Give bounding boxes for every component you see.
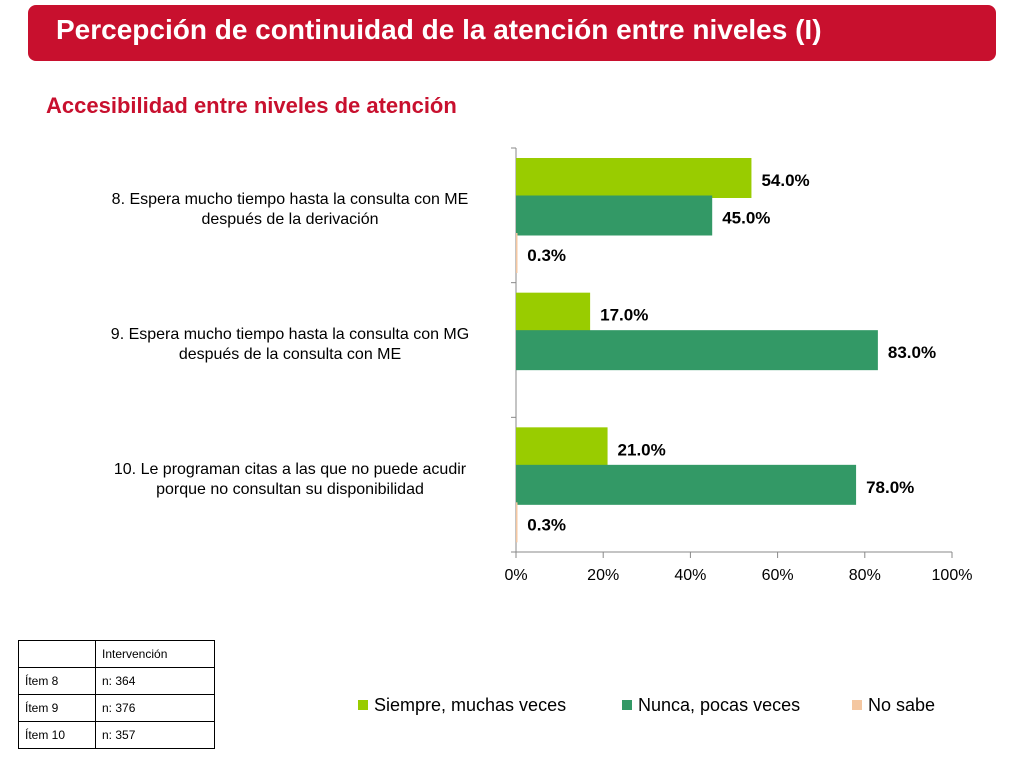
category-label: 10. Le programan citas a las que no pued… <box>80 460 500 500</box>
page-subtitle: Accesibilidad entre niveles de atención <box>46 93 457 118</box>
data-label: 83.0% <box>888 343 936 362</box>
table-cell: Ítem 10 <box>18 721 96 749</box>
legend-item: Nunca, pocas veces <box>622 694 800 716</box>
legend-label: Siempre, muchas veces <box>374 694 567 715</box>
bar <box>516 233 518 273</box>
category-label: 9. Espera mucho tiempo hasta la consulta… <box>80 325 500 365</box>
data-label: 45.0% <box>722 209 770 228</box>
legend-swatch <box>852 700 862 710</box>
sample-size-table: Intervención Ítem 8 n: 364 Ítem 9 n: 376… <box>18 640 215 749</box>
table-cell: n: 357 <box>95 721 215 749</box>
table-cell: Intervención <box>95 640 215 668</box>
category-label-line: 10. Le programan citas a las que no pued… <box>113 460 467 478</box>
legend-swatch <box>622 700 632 710</box>
data-label: 0.3% <box>527 246 566 265</box>
category-label-line: después de la consulta con ME <box>178 346 402 363</box>
bar <box>516 427 608 468</box>
bar <box>516 292 591 333</box>
page-title: Percepción de continuidad de la atención… <box>56 14 822 45</box>
legend-item: No sabe <box>852 694 935 716</box>
category-label-line: porque no consultan su disponibilidad <box>156 480 424 498</box>
bar <box>516 158 752 198</box>
table-row: Ítem 8 n: 364 <box>18 667 215 695</box>
legend-label: No sabe <box>868 694 936 715</box>
legend-swatch <box>358 700 368 710</box>
table-cell <box>18 640 96 668</box>
category-label: 8. Espera mucho tiempo hasta la consulta… <box>80 190 500 230</box>
x-tick-label: 60% <box>762 567 794 584</box>
table-header-row: Intervención <box>18 640 215 668</box>
x-tick-label: 40% <box>674 567 706 584</box>
table-cell: Ítem 8 <box>18 667 96 695</box>
data-label: 17.0% <box>600 306 648 325</box>
x-tick-label: 80% <box>849 567 881 584</box>
data-label: 21.0% <box>618 440 666 459</box>
x-tick-label: 100% <box>932 567 973 584</box>
table-row: Ítem 9 n: 376 <box>18 694 215 722</box>
data-label: 54.0% <box>761 171 809 190</box>
title-bar <box>28 5 996 61</box>
bar <box>516 464 857 505</box>
bar <box>516 195 713 236</box>
category-label-line: 8. Espera mucho tiempo hasta la consulta… <box>111 191 469 209</box>
data-label: 0.3% <box>527 515 566 534</box>
category-label-line: después de la derivación <box>201 211 379 229</box>
legend-item: Siempre, muchas veces <box>358 694 566 716</box>
bar <box>516 502 518 543</box>
x-tick-label: 20% <box>587 567 619 584</box>
table-cell: n: 364 <box>95 667 215 695</box>
data-label: 78.0% <box>866 478 914 497</box>
table-row: Ítem 10 n: 357 <box>18 721 215 749</box>
bar <box>516 330 878 371</box>
category-label-line: 9. Espera mucho tiempo hasta la consulta… <box>110 326 470 343</box>
x-tick-label: 0% <box>504 567 527 584</box>
legend-label: Nunca, pocas veces <box>638 694 801 715</box>
table-cell: Ítem 9 <box>18 694 96 722</box>
table-cell: n: 376 <box>95 694 215 722</box>
